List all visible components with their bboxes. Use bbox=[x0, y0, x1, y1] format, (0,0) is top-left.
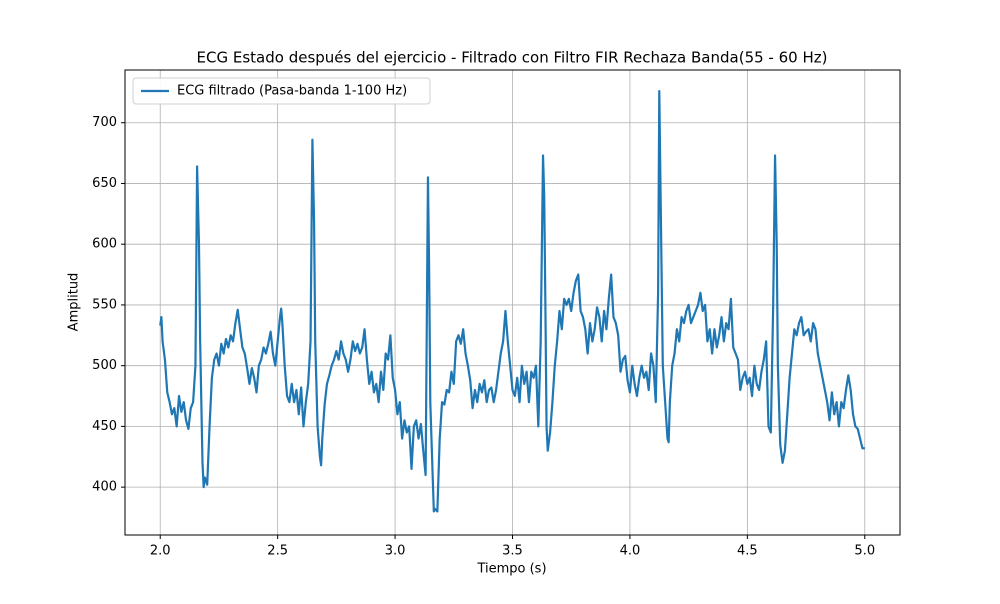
y-tick-label: 450 bbox=[92, 419, 117, 434]
chart-title: ECG Estado después del ejercicio - Filtr… bbox=[197, 49, 828, 67]
x-tick-label: 2.5 bbox=[267, 544, 288, 559]
x-axis-label: Tiempo (s) bbox=[476, 562, 546, 577]
y-tick-label: 650 bbox=[92, 176, 117, 191]
x-tick-label: 5.0 bbox=[854, 544, 875, 559]
y-tick-label: 400 bbox=[92, 480, 117, 495]
x-tick-label: 4.0 bbox=[620, 544, 641, 559]
x-tick-label: 3.0 bbox=[385, 544, 406, 559]
y-axis-label: Amplitud bbox=[67, 273, 82, 332]
y-tick-label: 500 bbox=[92, 358, 117, 373]
axes-frame bbox=[124, 69, 901, 536]
y-tick-label: 550 bbox=[92, 297, 117, 312]
x-tick-label: 2.0 bbox=[150, 544, 171, 559]
x-tick-label: 3.5 bbox=[502, 544, 523, 559]
y-tick-label: 700 bbox=[92, 115, 117, 130]
legend-label: ECG filtrado (Pasa-banda 1-100 Hz) bbox=[177, 84, 407, 99]
legend-box bbox=[132, 77, 431, 105]
data-line bbox=[159, 90, 865, 513]
x-tick-label: 4.5 bbox=[737, 544, 758, 559]
y-tick-label: 600 bbox=[92, 237, 117, 252]
